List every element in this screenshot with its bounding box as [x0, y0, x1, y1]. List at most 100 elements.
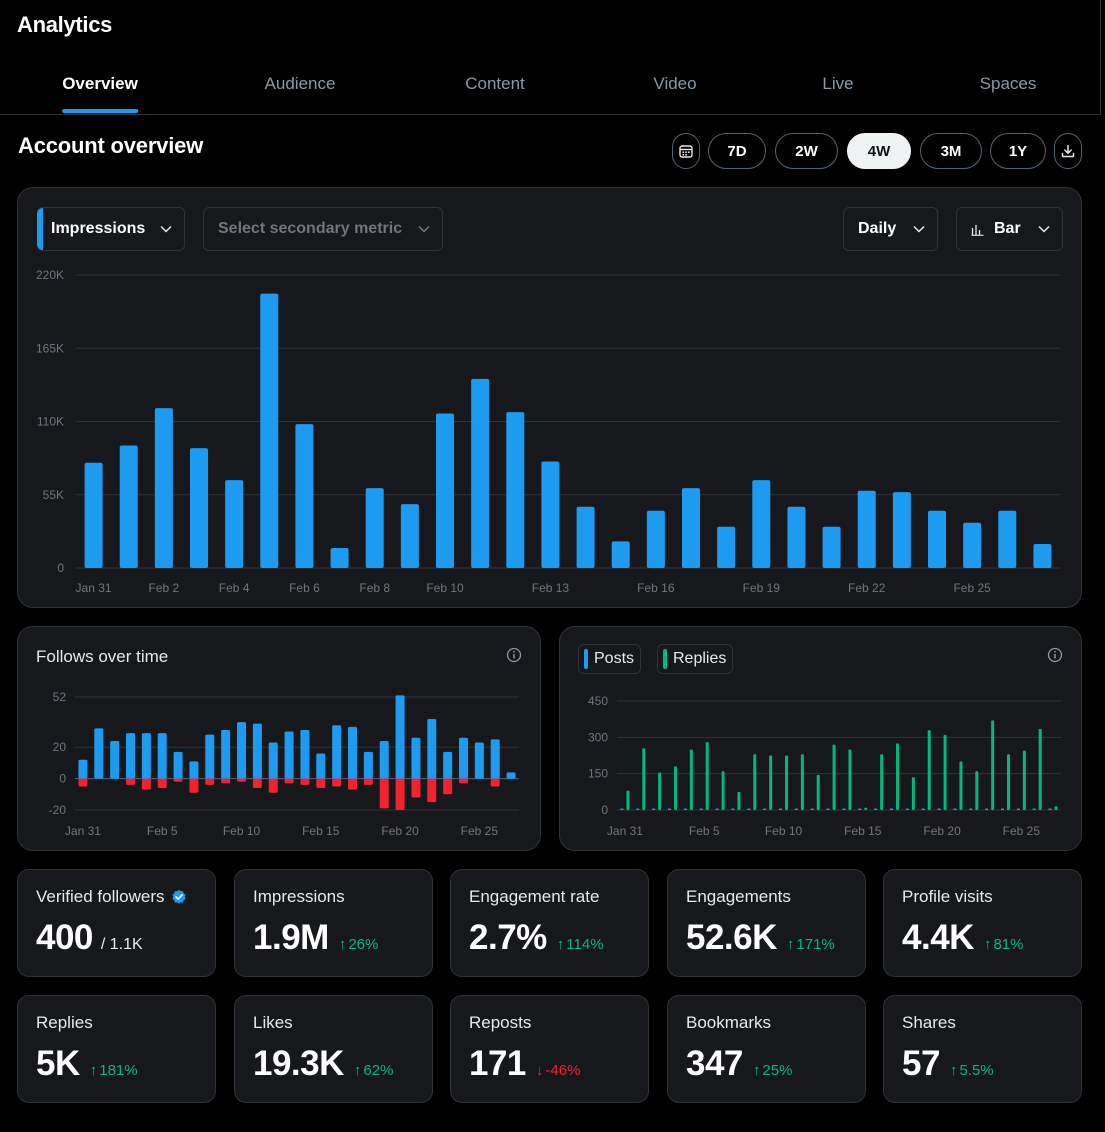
follows-bar[interactable] — [411, 737, 421, 779]
interval-dropdown[interactable]: Daily — [843, 207, 938, 251]
stat-card-replies[interactable]: Replies 5K ↑ 181% — [17, 995, 216, 1103]
impressions-bar[interactable] — [611, 541, 630, 568]
impressions-bar[interactable] — [892, 492, 911, 568]
replies-bar[interactable] — [769, 755, 773, 811]
legend-posts[interactable]: Posts — [578, 644, 642, 674]
impressions-bar[interactable] — [225, 480, 244, 568]
follows-bar[interactable] — [348, 726, 357, 779]
posts-bar[interactable] — [794, 808, 798, 810]
impressions-bar[interactable] — [1033, 544, 1052, 568]
unfollows-bar[interactable] — [237, 778, 246, 782]
replies-bar[interactable] — [689, 749, 693, 810]
follows-bar[interactable] — [316, 753, 326, 779]
tab-overview[interactable]: Overview — [62, 62, 138, 115]
follows-bar[interactable] — [173, 751, 183, 779]
follows-bar[interactable] — [141, 733, 151, 779]
impressions-bar[interactable] — [541, 461, 560, 568]
range-2w-button[interactable]: 2W — [775, 133, 838, 169]
replies-bar[interactable] — [753, 754, 757, 810]
posts-bar[interactable] — [969, 808, 973, 810]
replies-bar[interactable] — [1038, 728, 1042, 810]
impressions-bar[interactable] — [154, 408, 173, 568]
impressions-bar[interactable] — [752, 480, 771, 568]
range-4w-button[interactable]: 4W — [847, 133, 911, 169]
impressions-bar[interactable] — [998, 510, 1017, 568]
replies-bar[interactable] — [626, 790, 630, 810]
info-icon[interactable] — [1047, 647, 1063, 663]
posts-bar[interactable] — [1001, 808, 1004, 810]
posts-bar[interactable] — [715, 808, 719, 810]
replies-bar[interactable] — [1007, 754, 1010, 810]
impressions-bar[interactable] — [436, 413, 454, 568]
unfollows-bar[interactable] — [173, 778, 183, 782]
stat-card-bookmarks[interactable]: Bookmarks 347 ↑ 25% — [667, 995, 866, 1103]
replies-bar[interactable] — [1054, 806, 1058, 810]
impressions-bar[interactable] — [822, 526, 841, 568]
posts-bar[interactable] — [810, 808, 814, 810]
unfollows-bar[interactable] — [205, 778, 215, 785]
replies-bar[interactable] — [658, 772, 662, 810]
primary-metric-dropdown[interactable]: Impressions — [37, 207, 185, 251]
stat-card-shares[interactable]: Shares 57 ↑ 5.5% — [883, 995, 1082, 1103]
stat-card-verified-followers[interactable]: Verified followers 400 / 1.1K — [17, 869, 216, 977]
impressions-bar[interactable] — [717, 526, 736, 568]
replies-bar[interactable] — [705, 742, 709, 810]
posts-bar[interactable] — [937, 808, 941, 810]
download-button[interactable] — [1054, 133, 1082, 169]
stat-card-reposts[interactable]: Reposts 171 ↓ -46% — [450, 995, 649, 1103]
impressions-bar[interactable] — [857, 490, 876, 568]
follows-bar[interactable] — [268, 742, 278, 779]
unfollows-bar[interactable] — [411, 778, 421, 798]
replies-bar[interactable] — [832, 744, 836, 810]
posts-bar[interactable] — [921, 808, 925, 810]
tab-content[interactable]: Content — [465, 74, 525, 93]
replies-bar[interactable] — [674, 766, 677, 810]
impressions-bar[interactable] — [576, 506, 595, 568]
impressions-bar[interactable] — [928, 510, 946, 568]
replies-bar[interactable] — [927, 730, 931, 810]
follows-bar[interactable] — [395, 695, 405, 779]
posts-bar[interactable] — [620, 808, 624, 810]
follows-bar[interactable] — [157, 733, 167, 779]
replies-bar[interactable] — [800, 754, 804, 810]
unfollows-bar[interactable] — [363, 778, 373, 785]
follows-bar[interactable] — [459, 737, 468, 779]
posts-bar[interactable] — [1032, 808, 1036, 810]
unfollows-bar[interactable] — [332, 778, 342, 787]
replies-bar[interactable] — [785, 755, 788, 811]
posts-bar[interactable] — [779, 808, 782, 810]
unfollows-bar[interactable] — [157, 778, 167, 789]
impressions-bar[interactable] — [506, 412, 525, 568]
posts-bar[interactable] — [905, 808, 909, 810]
impressions-bar[interactable] — [295, 424, 314, 568]
impressions-bar[interactable] — [471, 378, 490, 568]
impressions-bar[interactable] — [787, 506, 806, 568]
impressions-bar[interactable] — [682, 488, 700, 568]
replies-bar[interactable] — [896, 743, 899, 810]
unfollows-bar[interactable] — [300, 778, 310, 785]
follows-bar[interactable] — [252, 723, 262, 779]
follows-bar[interactable] — [443, 751, 453, 779]
follows-bar[interactable] — [126, 733, 135, 779]
secondary-metric-dropdown[interactable]: Select secondary metric — [203, 207, 443, 251]
legend-replies[interactable]: Replies — [657, 644, 734, 674]
unfollows-bar[interactable] — [395, 778, 405, 810]
range-3m-button[interactable]: 3M — [920, 133, 982, 169]
unfollows-bar[interactable] — [268, 778, 278, 793]
calendar-button[interactable] — [672, 133, 700, 169]
impressions-bar[interactable] — [330, 548, 349, 568]
stat-card-impressions[interactable]: Impressions 1.9M ↑ 26% — [234, 869, 433, 977]
chart-type-dropdown[interactable]: Bar — [956, 207, 1063, 251]
tab-audience[interactable]: Audience — [264, 74, 336, 93]
posts-bar[interactable] — [652, 808, 656, 810]
posts-bar[interactable] — [731, 808, 735, 810]
follows-bar[interactable] — [205, 734, 215, 779]
posts-bar[interactable] — [668, 808, 671, 810]
unfollows-bar[interactable] — [78, 778, 88, 787]
posts-bar[interactable] — [890, 808, 893, 810]
stat-card-likes[interactable]: Likes 19.3K ↑ 62% — [234, 995, 433, 1103]
replies-bar[interactable] — [737, 791, 741, 810]
unfollows-bar[interactable] — [379, 778, 389, 809]
replies-bar[interactable] — [642, 748, 646, 810]
tab-video[interactable]: Video — [653, 74, 697, 93]
